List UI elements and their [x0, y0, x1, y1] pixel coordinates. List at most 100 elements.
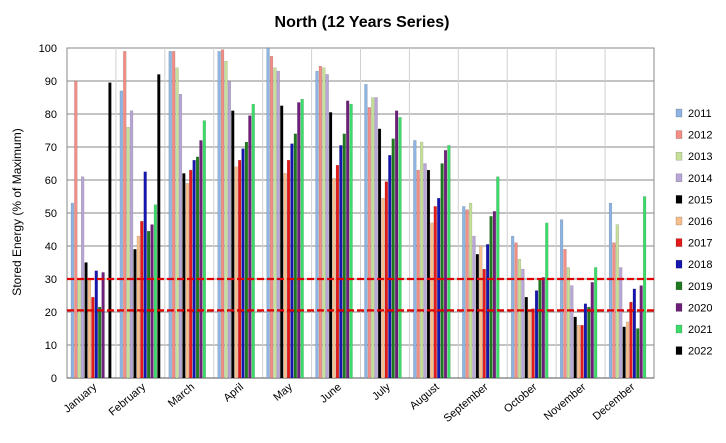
bar — [241, 148, 245, 379]
legend-label: 2020 — [688, 302, 712, 314]
legend-item: 2021 — [675, 324, 712, 336]
bar — [192, 159, 196, 379]
x-axis: January February March April May June July Augu… — [62, 381, 638, 425]
bar — [189, 169, 193, 379]
legend-item: 2015 — [675, 194, 712, 206]
bar — [615, 224, 619, 379]
legend-swatch — [675, 216, 683, 226]
legend-label: 2019 — [688, 281, 712, 293]
bar — [570, 285, 574, 379]
bar — [437, 197, 441, 379]
reference-lines — [67, 277, 654, 312]
bar — [286, 159, 291, 379]
bar — [423, 163, 427, 379]
bar — [580, 325, 584, 379]
bar — [182, 173, 186, 379]
bar — [420, 141, 424, 379]
bar — [322, 67, 326, 379]
x-tick-label: January — [62, 381, 100, 416]
bar — [430, 222, 434, 379]
bar — [74, 80, 78, 379]
bar — [342, 133, 346, 379]
bar — [70, 202, 75, 379]
legend-item: 2020 — [675, 302, 712, 314]
legend-label: 2018 — [688, 259, 712, 271]
legend-swatch — [675, 324, 683, 334]
x-tick-label: November — [542, 381, 589, 423]
bar — [587, 306, 591, 379]
bar — [496, 176, 500, 379]
bar — [440, 163, 444, 379]
bar — [528, 311, 532, 379]
bar — [489, 216, 493, 379]
y-tick-label: 10 — [45, 340, 57, 352]
legend: 2011 2012 2013 2014 2015 2016 2017 2018 2019 2020… — [675, 108, 712, 358]
bar — [172, 51, 176, 379]
bar — [577, 325, 581, 379]
y-tick-label: 40 — [45, 241, 57, 253]
bar — [642, 196, 647, 379]
bar — [293, 133, 297, 379]
bar — [541, 277, 545, 379]
bar — [625, 321, 630, 379]
bar — [479, 245, 483, 379]
bar — [283, 173, 287, 379]
bar — [590, 282, 594, 379]
bar — [364, 84, 368, 379]
x-tick-label: September — [442, 381, 491, 425]
bar — [140, 221, 144, 379]
y-tick-label: 80 — [45, 109, 57, 121]
bar — [217, 51, 221, 379]
bar — [563, 249, 567, 379]
bar — [199, 140, 203, 379]
bar — [517, 259, 522, 379]
x-tick-label: December — [591, 381, 638, 423]
x-tick-label: March — [166, 381, 197, 410]
y-tick-label: 70 — [45, 142, 57, 154]
bar — [394, 110, 399, 379]
x-tick-label: February — [107, 381, 149, 419]
bar — [521, 268, 525, 379]
bar — [462, 206, 466, 379]
bar — [636, 328, 640, 379]
bar — [335, 164, 340, 379]
bar — [315, 70, 319, 379]
bar — [545, 222, 549, 379]
bar — [447, 145, 451, 379]
bar — [465, 209, 469, 379]
bar — [391, 138, 395, 379]
bar — [534, 290, 539, 379]
y-axis-label: Stored Energy (% of Maximum) — [10, 128, 24, 295]
bar — [325, 74, 329, 379]
bar — [297, 102, 301, 379]
bar — [87, 278, 92, 379]
bar — [150, 224, 154, 379]
legend-label: 2017 — [688, 238, 712, 250]
legend-item: 2018 — [675, 259, 712, 271]
x-tick-label: July — [370, 381, 393, 403]
bar — [433, 206, 437, 379]
legend-swatch — [675, 259, 683, 269]
legend-swatch — [675, 173, 683, 183]
legend-swatch — [675, 195, 683, 204]
bar — [195, 156, 200, 379]
bar — [234, 166, 238, 379]
y-tick-label: 20 — [45, 307, 57, 319]
bar — [329, 112, 333, 379]
legend-item: 2016 — [675, 216, 712, 228]
legend-swatch — [675, 238, 683, 247]
bar — [318, 65, 322, 379]
bar — [101, 272, 105, 379]
bar — [538, 278, 542, 379]
y-axis: 0 10 20 30 40 50 60 70 80 90 100 — [39, 43, 57, 385]
bar — [566, 267, 570, 379]
bar — [220, 49, 225, 379]
bar — [381, 197, 385, 379]
x-tick-label: June — [318, 381, 344, 406]
bar — [374, 97, 378, 379]
y-tick-label: 100 — [39, 43, 57, 55]
legend-label: 2022 — [688, 346, 712, 358]
y-tick-label: 60 — [45, 175, 57, 187]
legend-label: 2021 — [688, 324, 712, 336]
